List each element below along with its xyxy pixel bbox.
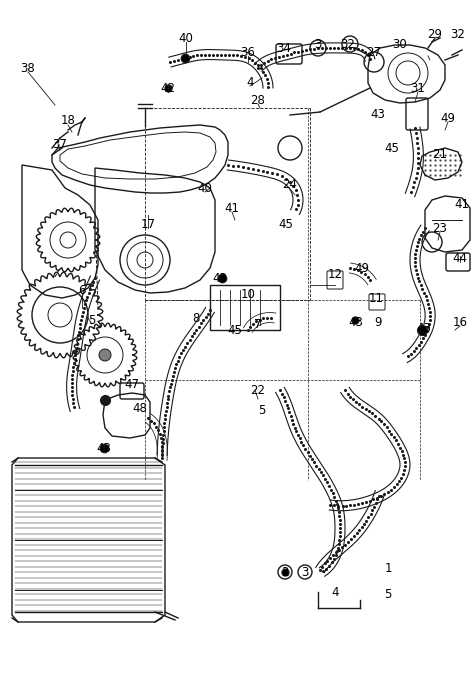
Text: 43: 43 bbox=[371, 109, 385, 122]
Text: 29: 29 bbox=[428, 28, 443, 41]
Text: 2: 2 bbox=[281, 565, 289, 579]
Text: 3: 3 bbox=[301, 565, 309, 579]
Text: 23: 23 bbox=[433, 221, 447, 235]
Text: 24: 24 bbox=[283, 179, 298, 192]
Text: 5: 5 bbox=[88, 313, 96, 327]
Text: 21: 21 bbox=[432, 149, 447, 161]
Text: 38: 38 bbox=[21, 62, 36, 75]
Text: 41: 41 bbox=[455, 199, 470, 212]
Text: 8: 8 bbox=[192, 311, 200, 325]
Circle shape bbox=[99, 349, 111, 361]
Text: 28: 28 bbox=[251, 93, 265, 107]
Text: 48: 48 bbox=[133, 401, 147, 415]
Text: 32: 32 bbox=[451, 28, 465, 41]
Text: 43: 43 bbox=[97, 441, 111, 455]
Text: 30: 30 bbox=[392, 39, 407, 51]
Text: 34: 34 bbox=[276, 42, 292, 55]
Text: 36: 36 bbox=[241, 46, 255, 59]
Text: 4: 4 bbox=[331, 585, 339, 599]
Text: 37: 37 bbox=[53, 138, 67, 152]
Text: 45: 45 bbox=[228, 323, 242, 336]
Text: 10: 10 bbox=[241, 289, 255, 302]
Text: 45: 45 bbox=[279, 219, 293, 232]
Text: 44: 44 bbox=[453, 251, 467, 264]
Text: 16: 16 bbox=[453, 316, 467, 329]
Text: 40: 40 bbox=[179, 32, 193, 44]
Text: 43: 43 bbox=[417, 322, 431, 334]
Text: 27: 27 bbox=[366, 46, 382, 59]
Text: 45: 45 bbox=[384, 141, 400, 154]
Text: 4: 4 bbox=[246, 75, 254, 89]
Text: 49: 49 bbox=[440, 111, 456, 125]
Text: 22: 22 bbox=[250, 383, 265, 397]
Text: 49: 49 bbox=[355, 262, 370, 275]
Text: 5: 5 bbox=[384, 588, 392, 601]
Text: 31: 31 bbox=[410, 82, 426, 95]
Text: 17: 17 bbox=[140, 219, 155, 232]
Text: 40: 40 bbox=[198, 181, 212, 194]
Bar bbox=[210, 285, 280, 330]
Text: 3: 3 bbox=[314, 37, 322, 51]
Text: 18: 18 bbox=[61, 113, 75, 127]
Text: 11: 11 bbox=[368, 291, 383, 304]
Text: 12: 12 bbox=[328, 268, 343, 282]
Text: 7: 7 bbox=[254, 318, 262, 331]
Text: 5: 5 bbox=[258, 403, 266, 417]
Text: 43: 43 bbox=[212, 271, 228, 284]
Text: 9: 9 bbox=[374, 316, 382, 329]
Text: 42: 42 bbox=[161, 82, 175, 95]
Text: 1: 1 bbox=[384, 561, 392, 574]
Text: 43: 43 bbox=[348, 316, 364, 329]
Text: 47: 47 bbox=[125, 379, 139, 392]
Text: 41: 41 bbox=[225, 201, 239, 215]
Text: 32: 32 bbox=[340, 37, 356, 51]
Text: 6: 6 bbox=[78, 284, 86, 296]
